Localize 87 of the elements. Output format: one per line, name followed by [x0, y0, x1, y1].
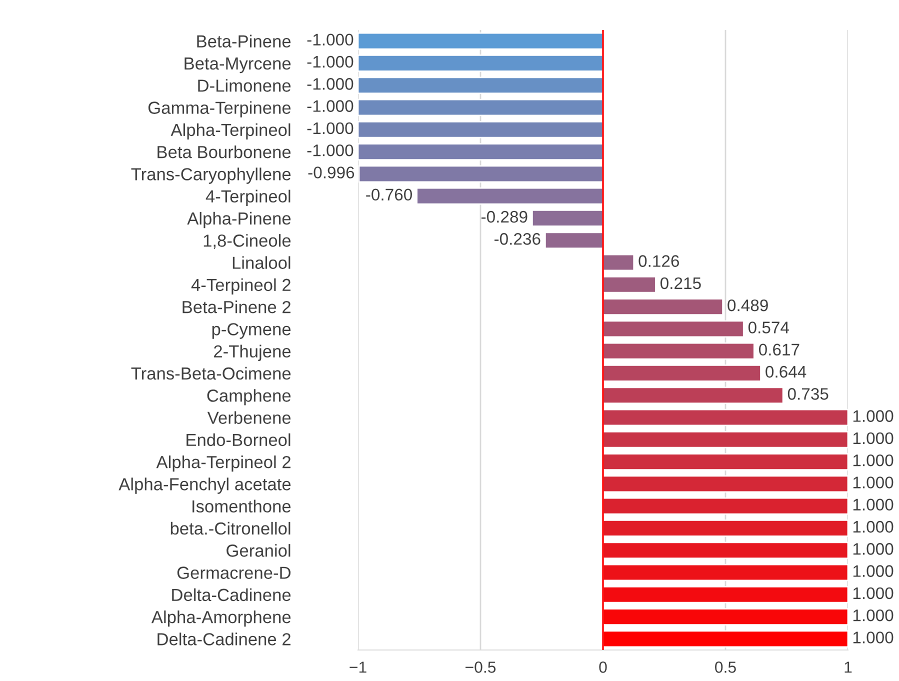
- y-tick-label: Trans-Beta-Ocimene: [131, 366, 291, 380]
- data-label: -1.000: [307, 34, 354, 46]
- data-label: 1.000: [853, 565, 894, 577]
- data-label: 1.000: [853, 498, 894, 511]
- y-tick-label: 1,8-Cineole: [204, 234, 291, 249]
- bar: [544, 232, 604, 250]
- x-tick-label: 0: [599, 662, 607, 673]
- y-tick-label: Beta-Myrcene: [184, 58, 291, 74]
- y-tick-label: 4-Terpineol 2: [191, 278, 290, 295]
- bar: [602, 430, 848, 448]
- bar: [358, 32, 604, 50]
- y-tick-label: Isomenthone: [192, 500, 291, 513]
- y-tick-label: Camphene: [207, 389, 291, 406]
- data-label: -1.000: [307, 100, 354, 112]
- data-label: -1.000: [307, 78, 354, 90]
- y-tick-label: D-Limonene: [198, 79, 291, 92]
- data-label: 0.735: [788, 388, 828, 400]
- y-tick-label: Alpha-Terpineol 2: [156, 455, 290, 472]
- data-label: 0.215: [660, 277, 701, 290]
- data-label: 0.617: [758, 344, 800, 356]
- bar: [358, 143, 604, 160]
- bar: [602, 586, 848, 604]
- x-tick-label: −0.5: [466, 662, 496, 673]
- data-label: -1.000: [307, 122, 354, 134]
- x-tick-label: 1: [844, 662, 852, 673]
- y-tick-label: Verbenene: [207, 411, 291, 424]
- y-tick-label: p-Cymene: [212, 323, 291, 339]
- bar: [602, 475, 848, 493]
- y-tick-label: beta.-Citronellol: [170, 522, 290, 535]
- data-label: 1.000: [853, 454, 894, 466]
- x-tick-label: 0.5: [715, 662, 736, 673]
- y-tick-label: Endo-Borneol: [186, 433, 290, 446]
- bar: [358, 165, 604, 183]
- data-label: 1.000: [853, 520, 894, 533]
- data-label: 0.126: [638, 255, 680, 267]
- data-label: 1.000: [853, 632, 894, 644]
- data-label: -1.000: [307, 56, 354, 68]
- y-tick-label: Gamma-Terpinene: [148, 101, 291, 118]
- bar: [602, 254, 635, 272]
- bar: [602, 542, 848, 560]
- y-tick-label: Germacrene-D: [177, 566, 291, 579]
- data-label: -0.236: [494, 233, 540, 245]
- y-tick-label: Linalool: [232, 256, 290, 269]
- y-tick-label: Trans-Caryophyllene: [131, 168, 291, 184]
- data-label: 1.000: [853, 410, 894, 422]
- data-label: -0.996: [308, 166, 354, 178]
- data-label: 0.574: [748, 322, 790, 334]
- bar: [602, 497, 848, 515]
- x-tick-label: −1: [350, 662, 366, 673]
- y-tick-label: 4-Terpineol: [206, 190, 290, 206]
- data-label: -0.289: [482, 210, 528, 223]
- y-tick-label: 2-Thujene: [214, 344, 291, 361]
- y-tick-label: Beta-Pinene 2: [182, 300, 290, 314]
- bar: [602, 342, 755, 360]
- y-tick-label: Beta Bourbonene: [158, 145, 291, 158]
- bar: [602, 520, 848, 537]
- data-label: 1.000: [853, 432, 894, 444]
- bar: [602, 386, 784, 404]
- data-label: 1.000: [853, 543, 894, 555]
- bar: [358, 76, 604, 94]
- bar: [602, 564, 848, 582]
- y-tick-label: Alpha-Pinene: [187, 212, 291, 228]
- y-tick-label: Geraniol: [226, 544, 290, 557]
- data-label: 1.000: [853, 587, 894, 600]
- y-tick-label: Delta-Cadinene 2: [158, 632, 290, 646]
- bar: [358, 54, 604, 72]
- bar: [602, 276, 656, 294]
- data-label: -1.000: [307, 144, 354, 156]
- bar: [602, 364, 762, 382]
- y-tick-label: Delta-Cadinene: [172, 588, 291, 602]
- data-label: -0.760: [366, 188, 412, 201]
- data-label: 0.489: [728, 299, 768, 312]
- bar: [602, 298, 724, 316]
- bar: [602, 408, 848, 426]
- y-tick-label: Alpha-Terpineol: [170, 123, 290, 140]
- data-label: 1.000: [853, 609, 894, 622]
- bar: [416, 187, 604, 205]
- data-label: 0.644: [766, 366, 806, 378]
- bar: [358, 120, 604, 138]
- bar: [602, 320, 744, 338]
- y-tick-label: Beta-Pinene: [197, 34, 291, 48]
- bar: [602, 453, 848, 470]
- bar: [532, 210, 604, 227]
- bar: [358, 98, 604, 116]
- y-tick-label: Alpha-Fenchyl acetate: [118, 478, 291, 494]
- y-tick-label: Alpha-Amorphene: [151, 610, 291, 627]
- data-label: 1.000: [853, 476, 894, 488]
